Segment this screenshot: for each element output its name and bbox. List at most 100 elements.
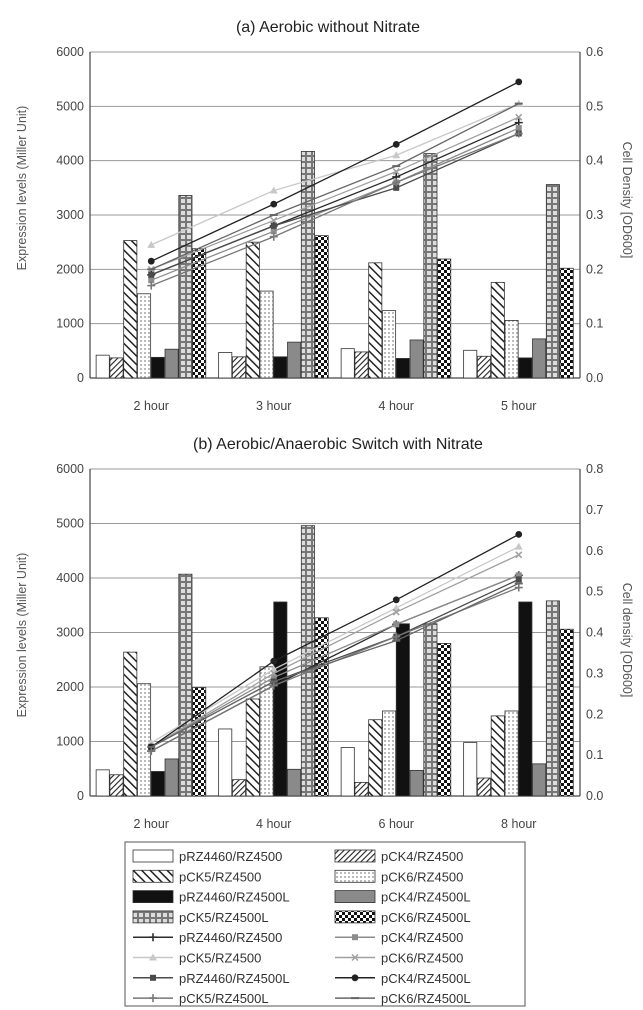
legend-label: pCK6/RZ4500: [381, 951, 463, 966]
legend-swatch: [334, 869, 376, 883]
x-tick-label: 4 hour: [256, 817, 291, 831]
legend-label: pCK5/RZ4500L: [179, 910, 269, 925]
y2-tick-label: 0.5: [586, 585, 603, 599]
series-line: [150, 554, 520, 748]
series-line: [150, 533, 520, 748]
bar: [518, 357, 533, 379]
y-tick-label: 6000: [56, 462, 84, 476]
line-point: [515, 551, 523, 559]
y-tick-label: 5000: [56, 99, 84, 113]
chart-panel-a: (a) Aerobic without Nitrate Expression l…: [15, 19, 634, 413]
legend-swatch: [334, 890, 376, 903]
legend-marker: [149, 953, 157, 961]
bar: [504, 320, 519, 379]
series-line: [150, 586, 519, 752]
line-point: [515, 113, 523, 121]
bar: [409, 339, 424, 379]
bar: [95, 354, 110, 379]
y-tick-label: 1000: [56, 317, 84, 331]
y-tick-label: 5000: [56, 517, 84, 531]
line-point: [269, 681, 278, 690]
bar: [164, 758, 179, 797]
bar: [477, 777, 491, 797]
line-point: [393, 621, 400, 628]
bar: [368, 262, 383, 379]
line-point: [147, 257, 155, 265]
x-tick-label: 4 hour: [379, 399, 414, 413]
line-point: [515, 572, 522, 579]
y-tick-label: 1000: [56, 735, 84, 749]
bar: [123, 240, 138, 379]
legend-label: pCK4/RZ4500L: [381, 890, 471, 905]
line-point: [269, 232, 278, 241]
series-line: [150, 103, 520, 270]
bar: [382, 310, 397, 379]
bar: [437, 258, 452, 379]
bar: [490, 281, 505, 379]
x-tick-label: 2 hour: [134, 399, 169, 413]
bar: [273, 601, 288, 797]
line-point: [514, 583, 523, 592]
bar: [245, 698, 260, 797]
bar: [423, 623, 438, 797]
y2-tick-label: 0.4: [586, 626, 603, 640]
chart-panel-b: (b) Aerobic/Anaerobic Switch with Nitrat…: [15, 436, 634, 831]
legend-label: pCK6/RZ4500: [381, 869, 463, 884]
y2-tick-label: 0.8: [586, 462, 603, 476]
line-point: [514, 542, 523, 550]
bar: [150, 771, 165, 797]
bar: [545, 184, 560, 379]
legend-marker: [150, 974, 156, 981]
legend-swatch: [334, 849, 376, 863]
legend-swatch: [132, 910, 174, 924]
bar: [490, 715, 505, 797]
bar: [273, 356, 288, 379]
legend-label: pRZ4460/RZ4500L: [179, 890, 290, 905]
series-line: [151, 127, 520, 281]
bar: [259, 290, 274, 379]
bar: [340, 348, 355, 379]
line-point: [270, 669, 278, 677]
line-point: [148, 277, 155, 284]
bar: [109, 357, 124, 379]
bar: [287, 341, 302, 379]
y2-tick-label: 0.7: [586, 503, 603, 517]
y2-axis-label-a: Cell Density [OD600]: [620, 142, 634, 259]
series-line: [150, 574, 519, 748]
legend-swatch: [132, 869, 174, 883]
bar: [314, 617, 329, 797]
x-tick-label: 6 hour: [379, 817, 414, 831]
bar: [395, 358, 410, 379]
line-point: [392, 596, 400, 604]
y2-tick-label: 0.1: [586, 748, 603, 762]
line-point: [393, 184, 400, 191]
line-point: [270, 200, 278, 208]
line-point: [270, 216, 278, 224]
legend-label: pCK4/RZ4500L: [381, 971, 471, 986]
bar: [559, 267, 574, 379]
y-tick-label: 0: [77, 789, 84, 803]
line-point: [515, 125, 522, 132]
legend-label: pRZ4460/RZ4500: [179, 849, 282, 864]
bar: [178, 195, 193, 379]
series-line: [150, 103, 520, 246]
legend-swatch: [334, 910, 376, 924]
series-line: [150, 574, 519, 752]
bar: [354, 351, 369, 379]
series-line: [150, 582, 520, 748]
series-line: [151, 132, 520, 276]
bar: [463, 742, 478, 797]
bar: [192, 687, 207, 797]
bar: [95, 769, 110, 797]
legend-marker: [351, 974, 359, 982]
bar: [314, 235, 329, 379]
line-point: [270, 228, 277, 235]
bar: [504, 710, 519, 797]
y-tick-label: 4000: [56, 571, 84, 585]
y2-tick-label: 0.3: [586, 208, 603, 222]
y-tick-label: 4000: [56, 154, 84, 168]
y-tick-label: 2000: [56, 262, 84, 276]
y2-tick-label: 0.2: [586, 707, 603, 721]
legend-swatch: [132, 849, 174, 863]
bar: [137, 683, 152, 797]
